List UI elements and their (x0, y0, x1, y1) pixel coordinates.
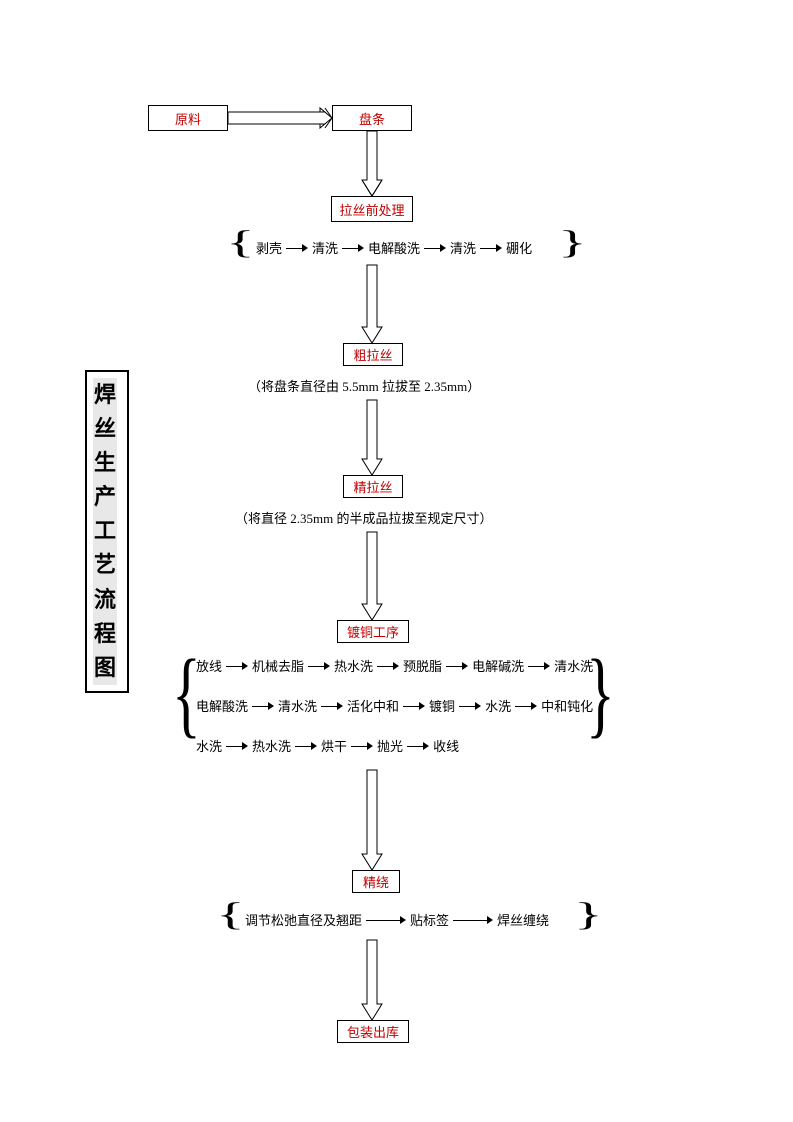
arrow-icon (252, 701, 274, 711)
arrow-icon (528, 661, 550, 671)
note-rough: （将盘条直径由 5.5mm 拉拔至 2.35mm） (248, 376, 480, 395)
arrow-icon (226, 661, 248, 671)
seq-step: 硼化 (506, 238, 532, 257)
box-coil: 盘条 (332, 105, 412, 131)
box-rough-label: 粗拉丝 (353, 345, 392, 364)
box-packing: 包装出库 (337, 1020, 409, 1043)
title-char: 程 (93, 617, 117, 651)
box-plating-label: 镀铜工序 (347, 622, 399, 641)
arrow-icon (403, 701, 425, 711)
arrow-icon (407, 741, 429, 751)
brace-plate-left: { (172, 639, 201, 749)
box-packing-label: 包装出库 (347, 1022, 399, 1041)
title-char: 工 (93, 514, 117, 548)
box-coil-label: 盘条 (359, 109, 385, 128)
seq-step: 水洗 (485, 696, 511, 715)
box-winding: 精绕 (352, 870, 400, 893)
seq-step: 调节松弛直径及翘距 (245, 910, 362, 929)
arrow-icon (286, 243, 308, 253)
seq-step: 剥壳 (256, 238, 282, 257)
seq-plating-2: 电解酸洗清水洗活化中和镀铜水洗中和钝化 (196, 696, 593, 715)
arrow-icon (377, 661, 399, 671)
seq-step: 热水洗 (334, 656, 373, 675)
arrow-icon (321, 701, 343, 711)
brace-wind-left: { (216, 896, 245, 934)
brace-plate-right: } (586, 639, 615, 749)
seq-step: 预脱脂 (403, 656, 442, 675)
seq-step: 清水洗 (278, 696, 317, 715)
box-raw-label: 原料 (175, 109, 201, 128)
seq-step: 清洗 (450, 238, 476, 257)
brace-pre-right: } (558, 224, 587, 262)
title-char: 产 (93, 480, 117, 514)
seq-step: 抛光 (377, 736, 403, 755)
seq-step: 贴标签 (410, 910, 449, 929)
box-pretreat-label: 拉丝前处理 (339, 200, 404, 219)
box-pretreat: 拉丝前处理 (331, 196, 413, 222)
box-fine: 精拉丝 (343, 475, 403, 498)
arrow-icon (459, 701, 481, 711)
brace-pre-left: { (226, 224, 255, 262)
seq-pretreat: 剥壳 清洗 电解酸洗 清洗 硼化 (256, 238, 532, 257)
arrow-icon (295, 741, 317, 751)
title-char: 流 (93, 583, 117, 617)
seq-step: 活化中和 (347, 696, 399, 715)
seq-step: 热水洗 (252, 736, 291, 755)
arrow-icon (308, 661, 330, 671)
seq-step: 电解酸洗 (368, 238, 420, 257)
title-char: 焊 (93, 378, 117, 412)
seq-step: 电解酸洗 (196, 696, 248, 715)
title-char: 图 (93, 651, 117, 685)
seq-plating-1: 放线机械去脂热水洗预脱脂电解碱洗清水洗 (196, 656, 593, 675)
title-box: 焊丝生产工艺流程图 (85, 370, 129, 693)
box-fine-label: 精拉丝 (353, 477, 392, 496)
arrow-icon (453, 915, 493, 925)
arrow-icon (351, 741, 373, 751)
seq-step: 烘干 (321, 736, 347, 755)
title-char: 生 (93, 446, 117, 480)
seq-step: 焊丝缠绕 (497, 910, 549, 929)
seq-step: 收线 (433, 736, 459, 755)
box-rough: 粗拉丝 (343, 343, 403, 366)
box-plating: 镀铜工序 (337, 620, 409, 643)
seq-step: 镀铜 (429, 696, 455, 715)
arrow-icon (446, 661, 468, 671)
arrow-icon (366, 915, 406, 925)
seq-plating-3: 水洗热水洗烘干抛光收线 (196, 736, 459, 755)
seq-step: 清洗 (312, 238, 338, 257)
title-char: 艺 (93, 548, 117, 582)
arrow-icon (424, 243, 446, 253)
arrow-icon (480, 243, 502, 253)
brace-wind-right: } (574, 896, 603, 934)
seq-step: 机械去脂 (252, 656, 304, 675)
title-char: 丝 (93, 412, 117, 446)
seq-step: 电解碱洗 (472, 656, 524, 675)
arrow-icon (515, 701, 537, 711)
box-winding-label: 精绕 (363, 872, 389, 891)
box-raw: 原料 (148, 105, 228, 131)
seq-winding: 调节松弛直径及翘距 贴标签 焊丝缠绕 (245, 910, 549, 929)
arrow-icon (226, 741, 248, 751)
note-fine: （将直径 2.35mm 的半成品拉拔至规定尺寸） (235, 508, 492, 527)
arrow-icon (342, 243, 364, 253)
